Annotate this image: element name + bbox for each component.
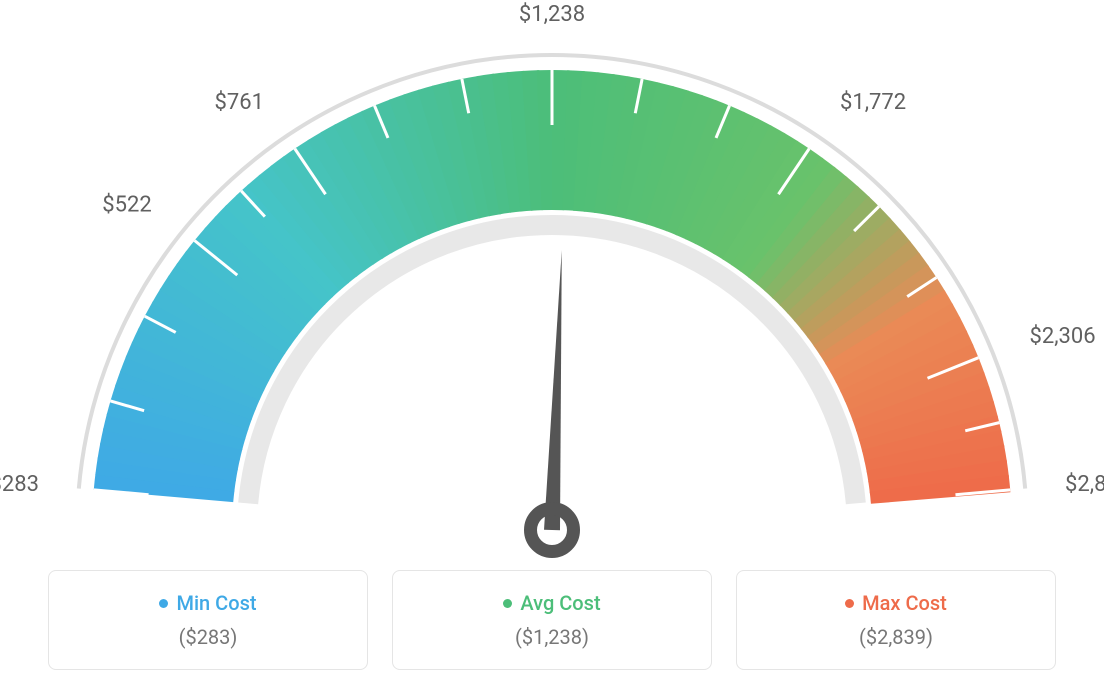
- gauge-svg: $283 $522 $761 $1,238 $1,772 $2,306 $2,839: [0, 0, 1104, 560]
- dot-icon: [159, 599, 168, 608]
- legend-card-min: Min Cost ($283): [48, 570, 368, 670]
- legend-title-avg: Avg Cost: [503, 591, 600, 615]
- legend-title-text: Avg Cost: [520, 591, 600, 615]
- svg-text:$283: $283: [0, 472, 39, 497]
- svg-text:$2,306: $2,306: [1029, 324, 1095, 349]
- legend-title-max: Max Cost: [845, 591, 947, 615]
- legend-card-avg: Avg Cost ($1,238): [392, 570, 712, 670]
- dot-icon: [845, 599, 854, 608]
- legend-value-min: ($283): [65, 625, 351, 649]
- dot-icon: [503, 599, 512, 608]
- legend-value-avg: ($1,238): [409, 625, 695, 649]
- legend-title-min: Min Cost: [159, 591, 256, 615]
- legend-card-max: Max Cost ($2,839): [736, 570, 1056, 670]
- svg-text:$1,772: $1,772: [840, 90, 906, 115]
- legend-title-text: Max Cost: [862, 591, 947, 615]
- legend-row: Min Cost ($283) Avg Cost ($1,238) Max Co…: [0, 570, 1104, 670]
- legend-value-max: ($2,839): [753, 625, 1039, 649]
- svg-text:$522: $522: [102, 193, 151, 218]
- svg-text:$1,238: $1,238: [519, 2, 585, 27]
- gauge-chart: $283 $522 $761 $1,238 $1,772 $2,306 $2,839: [0, 0, 1104, 560]
- svg-text:$2,839: $2,839: [1065, 472, 1104, 497]
- svg-text:$761: $761: [215, 90, 264, 115]
- legend-title-text: Min Cost: [176, 591, 256, 615]
